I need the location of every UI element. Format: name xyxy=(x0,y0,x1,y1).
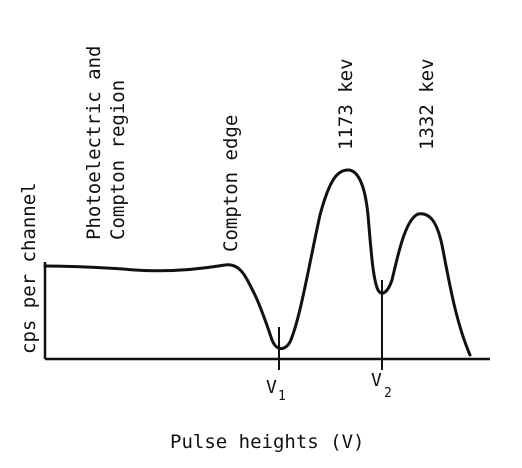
x-axis-label: Pulse heights (V) xyxy=(170,431,364,453)
peak-1332-label: 1332 kev xyxy=(416,58,438,150)
compton-edge-label: Compton edge xyxy=(220,115,242,252)
v2-label: V xyxy=(371,370,382,391)
peak-1173-label: 1173 kev xyxy=(335,58,357,150)
v2-subscript: 2 xyxy=(384,386,392,401)
v1-label: V xyxy=(266,377,277,398)
v1-subscript: 1 xyxy=(278,389,286,404)
photoelectric-label-line2: Compton region xyxy=(107,80,129,240)
spectrum-curve xyxy=(43,168,472,357)
y-axis-label: cps per channel xyxy=(18,182,40,354)
photoelectric-label-line1: Photoelectric and xyxy=(83,46,105,240)
